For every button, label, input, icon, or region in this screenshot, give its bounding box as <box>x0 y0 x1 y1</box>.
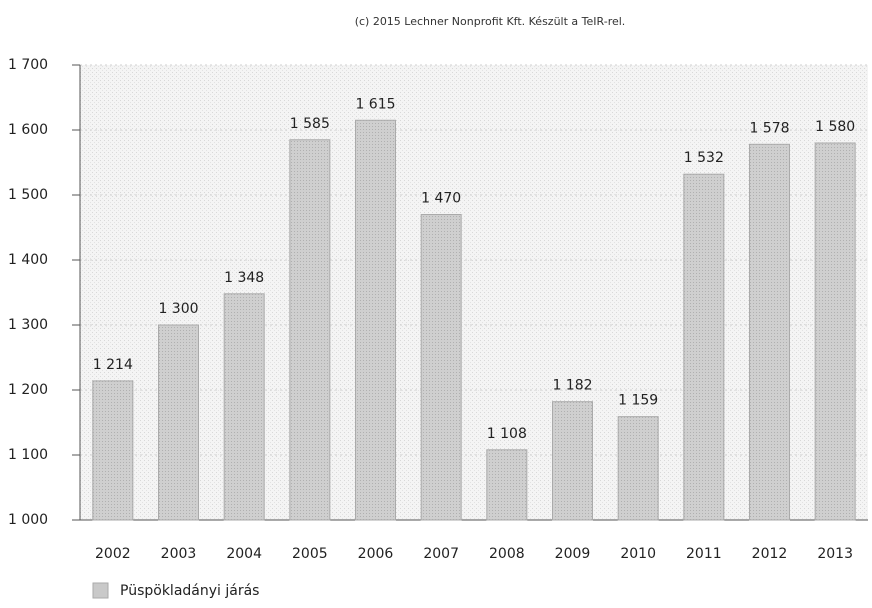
y-tick-label: 1 700 <box>8 57 48 73</box>
x-tick-label: 2002 <box>95 546 131 562</box>
x-tick-label: 2012 <box>752 546 788 562</box>
value-label: 1 585 <box>290 116 330 132</box>
x-tick-label: 2004 <box>226 546 262 562</box>
x-tick-label: 2010 <box>620 546 656 562</box>
value-label: 1 470 <box>421 191 461 207</box>
bar <box>814 142 856 521</box>
chart-title: (c) 2015 Lechner Nonprofit Kft. Készült … <box>355 15 626 28</box>
value-label: 1 532 <box>684 150 724 166</box>
bar <box>486 449 528 521</box>
x-tick-label: 2011 <box>686 546 722 562</box>
x-tick-label: 2003 <box>161 546 197 562</box>
y-tick-label: 1 400 <box>8 252 48 268</box>
legend-swatch <box>92 582 109 599</box>
value-label: 1 182 <box>552 378 592 394</box>
x-tick-label: 2007 <box>423 546 459 562</box>
value-label: 1 108 <box>487 426 527 442</box>
bar <box>552 401 593 521</box>
bar <box>289 139 331 521</box>
legend-label: Püspökladányi járás <box>120 583 259 599</box>
y-tick-label: 1 000 <box>8 512 48 528</box>
plot-background <box>80 65 868 520</box>
y-tick-label: 1 500 <box>8 187 48 203</box>
bar <box>617 416 659 521</box>
value-label: 1 615 <box>355 96 395 112</box>
value-label: 1 348 <box>224 270 264 286</box>
y-tick-label: 1 200 <box>8 382 48 398</box>
value-label: 1 214 <box>93 357 133 373</box>
bar <box>749 143 790 521</box>
y-tick-label: 1 300 <box>8 317 48 333</box>
x-tick-label: 2013 <box>817 546 853 562</box>
bar <box>92 380 134 521</box>
value-label: 1 159 <box>618 393 658 409</box>
bar <box>158 324 199 521</box>
x-tick-label: 2009 <box>555 546 591 562</box>
bar <box>223 293 265 521</box>
value-label: 1 580 <box>815 119 855 135</box>
value-label: 1 578 <box>749 120 789 136</box>
bar <box>420 214 462 521</box>
x-tick-label: 2005 <box>292 546 328 562</box>
x-tick-label: 2006 <box>358 546 394 562</box>
value-label: 1 300 <box>158 301 198 317</box>
x-tick-label: 2008 <box>489 546 525 562</box>
y-tick-label: 1 600 <box>8 122 48 138</box>
y-tick-label: 1 100 <box>8 447 48 463</box>
bar <box>683 173 725 521</box>
bar <box>355 119 396 521</box>
